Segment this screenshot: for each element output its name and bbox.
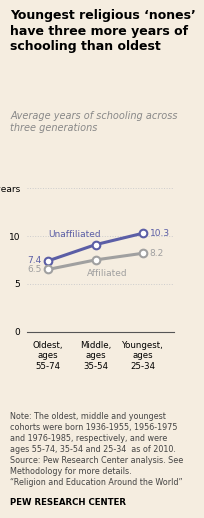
Text: Unaffiliated: Unaffiliated — [48, 230, 100, 239]
Text: 10.3: 10.3 — [149, 228, 169, 238]
Text: 7.4: 7.4 — [28, 256, 42, 265]
Text: Affiliated: Affiliated — [87, 269, 127, 278]
Text: Note: The oldest, middle and youngest
cohorts were born 1936-1955, 1956-1975
and: Note: The oldest, middle and youngest co… — [10, 412, 183, 487]
Text: Youngest religious ‘nones’
have three more years of
schooling than oldest: Youngest religious ‘nones’ have three mo… — [10, 9, 195, 53]
Text: 8.2: 8.2 — [149, 249, 163, 257]
Text: PEW RESEARCH CENTER: PEW RESEARCH CENTER — [10, 498, 126, 507]
Text: 6.5: 6.5 — [27, 265, 42, 274]
Text: Average years of schooling across
three generations: Average years of schooling across three … — [10, 111, 177, 133]
